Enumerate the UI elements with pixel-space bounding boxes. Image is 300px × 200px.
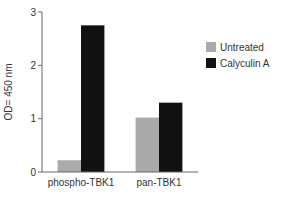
- y-axis-line: [42, 12, 43, 172]
- bar: [136, 118, 159, 172]
- y-tick: [38, 12, 42, 13]
- x-tick-label: phospho-TBK1: [48, 177, 115, 188]
- y-tick: [38, 118, 42, 119]
- bar: [159, 103, 182, 172]
- y-tick-label: 1: [30, 113, 36, 124]
- y-axis-label: OD= 450 nm: [3, 64, 14, 121]
- y-tick-label: 2: [30, 60, 36, 71]
- chart-container: 0 1 2 3 OD= 450 nm phospho-TBK1 pan-TBK1 Untrea…: [0, 0, 300, 200]
- x-axis-line: [42, 172, 198, 173]
- legend-swatch: [206, 42, 216, 52]
- y-axis: 0 1 2 3: [30, 7, 42, 178]
- bars: [58, 25, 183, 172]
- bar: [58, 160, 81, 172]
- bar: [81, 25, 104, 172]
- y-tick-label: 0: [30, 167, 36, 178]
- y-tick: [38, 65, 42, 66]
- chart: 0 1 2 3 OD= 450 nm phospho-TBK1 pan-TBK1 Untrea…: [0, 0, 300, 200]
- legend-swatch: [206, 58, 216, 68]
- y-tick-label: 3: [30, 7, 36, 18]
- legend: Untreated Calyculin A: [206, 42, 270, 69]
- y-tick: [38, 172, 42, 173]
- legend-label: Calyculin A: [220, 58, 270, 69]
- x-tick-label: pan-TBK1: [136, 177, 181, 188]
- legend-label: Untreated: [220, 42, 264, 53]
- x-axis: phospho-TBK1 pan-TBK1: [42, 172, 198, 188]
